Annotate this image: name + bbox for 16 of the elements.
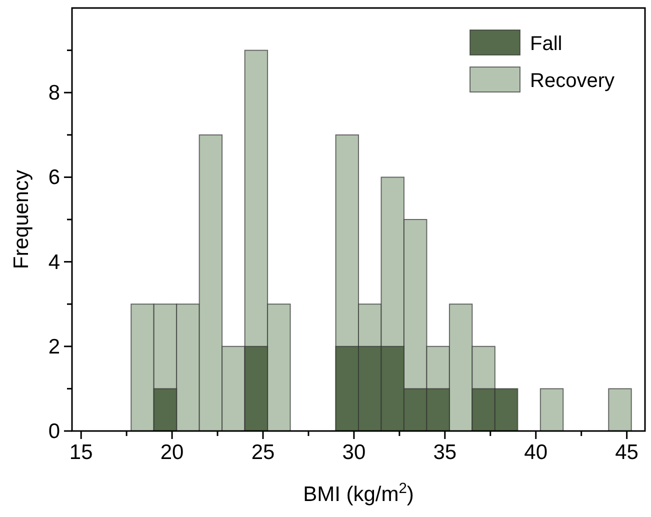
x-tick-label: 30 [342,441,366,464]
y-tick-label: 8 [48,82,60,105]
x-tick-label: 20 [160,441,184,464]
x-axis-title: BMI (kg/m$^{2}$) [303,481,414,506]
x-tick-label: 40 [524,441,548,464]
x-tick-label: 25 [251,441,275,464]
y-tick-label: 0 [48,420,60,443]
y-tick-label: 4 [48,250,60,274]
legend-label: Fall [530,33,562,55]
x-tick-label: 45 [615,441,638,464]
y-axis-title: Frequency [10,169,33,270]
x-tick-label: 15 [69,441,93,464]
y-tick-label: 2 [48,335,60,358]
legend-label: Recovery [530,70,614,92]
x-tick-label: 35 [433,441,457,464]
y-tick-label: 6 [48,166,60,190]
